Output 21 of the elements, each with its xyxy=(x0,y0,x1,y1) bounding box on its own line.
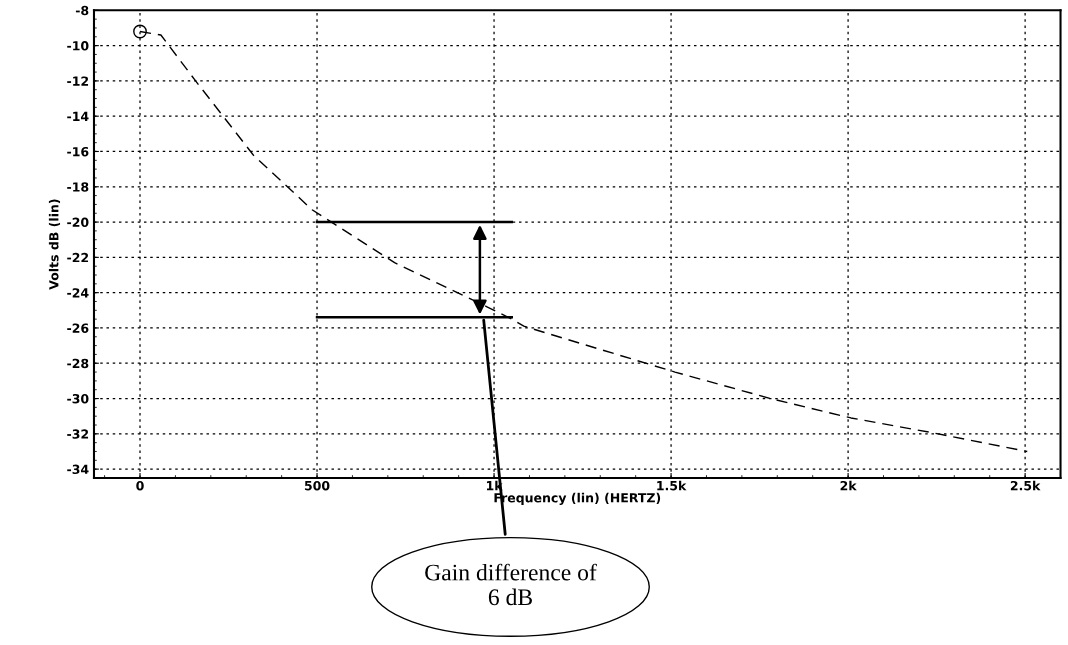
y-axis-title: Volts dB (lin) xyxy=(48,199,61,290)
y-tick-label: -16 xyxy=(67,146,89,157)
y-tick-label: -28 xyxy=(67,358,89,369)
y-tick-label: -32 xyxy=(67,429,89,439)
x-tick-label: 2.5k xyxy=(1010,480,1041,491)
y-tick-label: -10 xyxy=(67,41,89,51)
x-tick-label: 2k xyxy=(840,480,857,491)
y-tick-label: -14 xyxy=(67,111,89,121)
y-tick-label: -30 xyxy=(67,394,89,404)
x-tick-label: 1.5k xyxy=(657,480,687,491)
y-tick-label: -26 xyxy=(67,323,89,333)
y-tick-label: -12 xyxy=(67,76,89,86)
y-tick-label: -24 xyxy=(67,288,89,298)
y-tick-label: -18 xyxy=(67,182,89,192)
y-tick-label: -8 xyxy=(75,5,89,16)
x-tick-label: 0 xyxy=(136,480,144,491)
y-tick-label: -34 xyxy=(67,464,89,475)
y-tick-label: -20 xyxy=(67,217,89,227)
annotation: Gain difference of 6 dB xyxy=(425,563,597,606)
x-tick-label: 500 xyxy=(304,480,330,491)
y-tick-label: -22 xyxy=(67,252,89,263)
